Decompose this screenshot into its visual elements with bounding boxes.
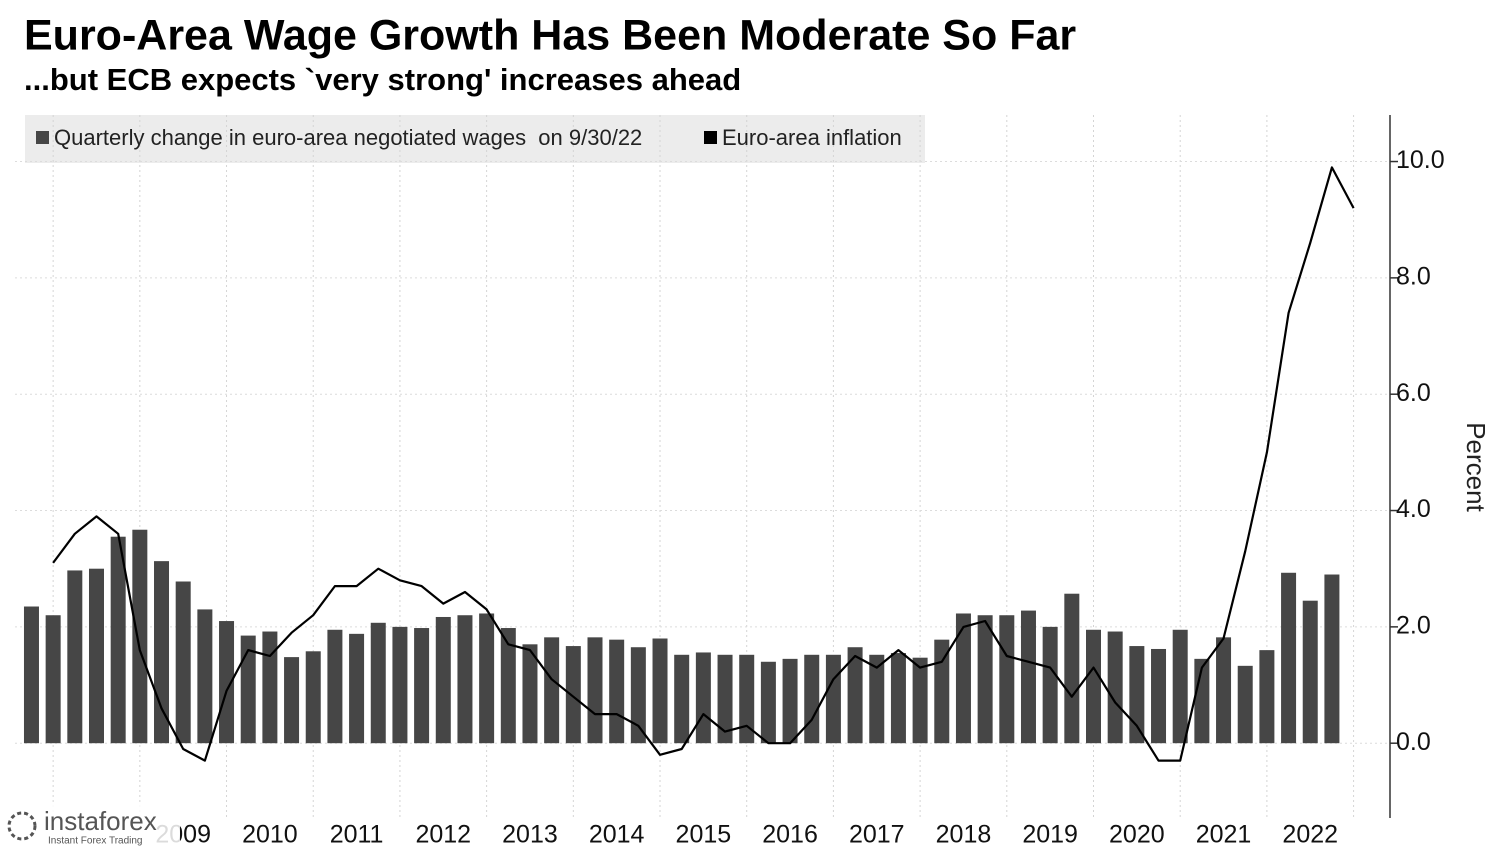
bar	[1042, 626, 1058, 744]
bar	[1107, 631, 1123, 744]
y-tick-label: 6.0	[1396, 379, 1431, 407]
bar	[414, 628, 430, 744]
bar	[760, 661, 776, 744]
bar	[1172, 629, 1188, 744]
watermark-subtext: Instant Forex Trading	[48, 836, 143, 847]
bar	[565, 646, 581, 744]
bar	[825, 654, 841, 744]
bar	[522, 644, 538, 744]
bar	[1020, 610, 1036, 744]
bar	[739, 654, 755, 744]
bar	[457, 615, 473, 744]
x-tick-label: 2015	[676, 821, 732, 849]
bar	[479, 613, 495, 744]
bar	[652, 638, 668, 744]
bar	[219, 621, 235, 744]
x-tick-label: 2014	[589, 821, 645, 849]
bar	[1259, 650, 1275, 744]
bar	[977, 615, 993, 744]
bar	[847, 647, 863, 744]
x-tick-label: 2010	[242, 821, 298, 849]
chart-title: Euro-Area Wage Growth Has Been Moderate …	[24, 11, 1076, 59]
x-tick-label: 2018	[936, 821, 992, 849]
bar	[262, 631, 278, 744]
bar	[435, 616, 451, 744]
x-tick-label: 2012	[415, 821, 471, 849]
bar	[912, 657, 928, 744]
x-tick-label: 2020	[1109, 821, 1165, 849]
watermark-text: instaforex	[44, 806, 157, 836]
bar	[1064, 593, 1080, 744]
legend-swatch	[704, 131, 717, 144]
x-tick-label: 2011	[330, 821, 384, 849]
bar	[999, 615, 1015, 744]
bar	[240, 635, 256, 744]
x-tick-label: 2021	[1196, 821, 1252, 849]
bar	[609, 639, 625, 744]
bar	[392, 626, 408, 744]
chart-subtitle: ...but ECB expects `very strong' increas…	[24, 62, 741, 97]
bar	[175, 581, 191, 744]
legend-label: Quarterly change in euro-area negotiated…	[54, 125, 642, 150]
bar	[890, 653, 906, 744]
x-tick-label: 2016	[762, 821, 818, 849]
bar	[110, 536, 126, 744]
bar	[630, 647, 646, 744]
bar	[197, 609, 213, 744]
bar	[1216, 637, 1232, 744]
bar	[349, 633, 365, 744]
x-tick-label: 2019	[1022, 821, 1078, 849]
bar	[934, 639, 950, 744]
bar	[782, 658, 798, 744]
y-axis-label: Percent	[1461, 422, 1491, 512]
y-tick-label: 8.0	[1396, 262, 1431, 290]
y-tick-label: 4.0	[1396, 495, 1431, 523]
legend-swatch	[36, 131, 49, 144]
bar	[804, 654, 820, 744]
bar	[544, 637, 560, 744]
bar	[370, 622, 386, 744]
bar	[67, 570, 83, 744]
bar	[1129, 646, 1145, 744]
bar	[1237, 665, 1253, 744]
bar	[1151, 648, 1167, 744]
bar	[88, 568, 104, 744]
bar	[695, 652, 711, 744]
watermark-box	[0, 805, 180, 850]
line	[52, 166, 1355, 762]
x-tick-label: 2017	[849, 821, 905, 849]
bar	[869, 654, 885, 744]
bar	[23, 606, 39, 744]
bar	[132, 529, 148, 744]
x-tick-label: 2013	[502, 821, 558, 849]
y-tick-label: 2.0	[1396, 611, 1431, 639]
bar	[1324, 574, 1340, 744]
bar	[305, 651, 321, 744]
bar	[1281, 572, 1297, 744]
watermark-logo	[7, 811, 37, 841]
bar	[45, 615, 61, 744]
bar	[955, 613, 971, 744]
x-tick-label: 2022	[1282, 821, 1338, 849]
bar	[674, 654, 690, 744]
y-tick-label: 10.0	[1396, 146, 1445, 174]
legend-label: Euro-area inflation	[722, 125, 902, 150]
bar	[717, 654, 733, 744]
bar	[1302, 600, 1318, 744]
legend-box	[25, 115, 925, 163]
bar	[327, 629, 343, 744]
bar	[1085, 629, 1101, 744]
bar	[500, 628, 516, 744]
y-tick-label: 0.0	[1396, 728, 1431, 756]
bar	[284, 657, 300, 744]
bar	[587, 637, 603, 744]
